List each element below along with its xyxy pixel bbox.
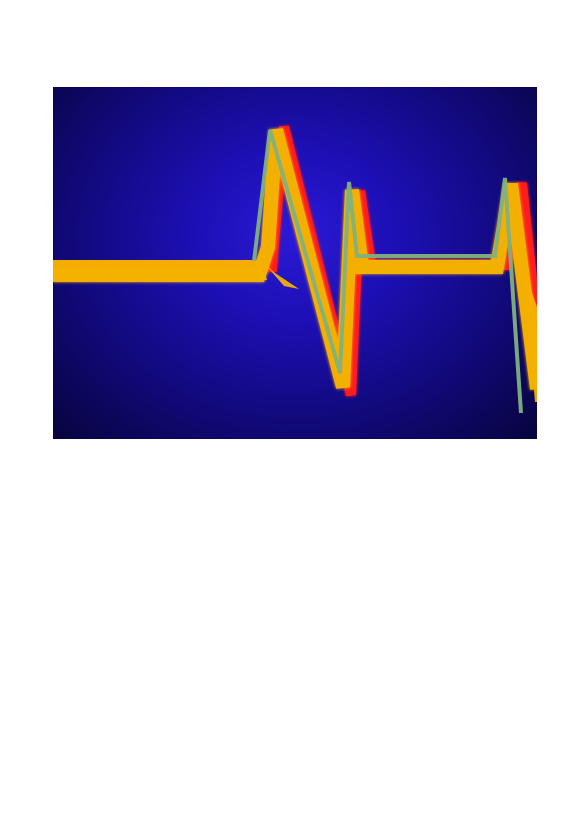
heartbeat-image [53, 87, 537, 439]
waveform-right-descent [523, 267, 537, 402]
waveform-main-layer [53, 128, 537, 390]
waveform-highlight-layer [252, 129, 523, 414]
heartbeat-waveform-icon [53, 125, 537, 414]
waveform-baseline-band [53, 260, 267, 280]
